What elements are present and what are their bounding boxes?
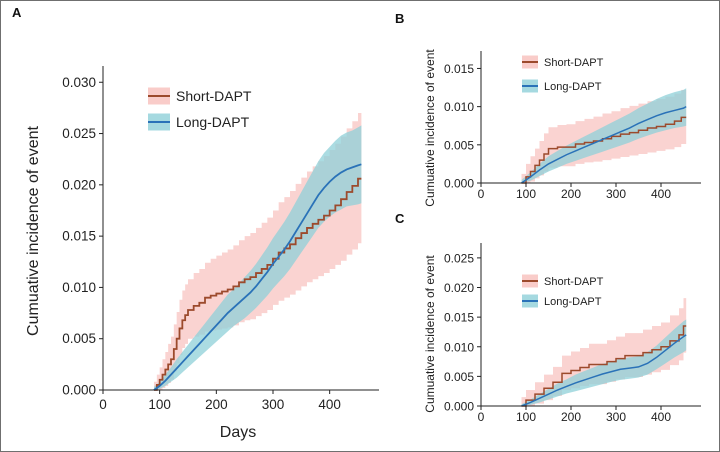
long-dapt-curve bbox=[153, 163, 362, 391]
x-tick-label: 200 bbox=[561, 410, 581, 424]
short-dapt-curve bbox=[521, 116, 687, 184]
y-tick-label: 0.005 bbox=[62, 331, 96, 346]
long-dapt-curve bbox=[521, 105, 687, 184]
y-tick-label: 0.000 bbox=[444, 177, 474, 191]
y-tick-label: 0.025 bbox=[444, 251, 474, 265]
y-tick-label: 0.020 bbox=[62, 177, 96, 192]
panel-letter-c: C bbox=[395, 211, 405, 226]
y-tick-label: 0.010 bbox=[444, 100, 474, 114]
short-dapt-legend-label: Short-DAPT bbox=[544, 57, 604, 69]
y-tick-label: 0.000 bbox=[444, 400, 474, 414]
long-dapt-curve bbox=[521, 334, 687, 407]
y-axis-label: Cumuative incidence of event bbox=[25, 126, 42, 336]
long-dapt-ci-band bbox=[154, 125, 362, 391]
x-tick-label: 300 bbox=[606, 410, 626, 424]
y-tick-label: 0.020 bbox=[444, 281, 474, 295]
y-tick-label: 0.000 bbox=[62, 383, 96, 398]
x-tick-label: 0 bbox=[478, 187, 485, 201]
panel-b: B 0 100 200 300 400 0.000 0.005 0.010 0.015 Cumuat… bbox=[395, 11, 701, 207]
y-tick-label: 0.030 bbox=[62, 75, 96, 90]
panel-a: A 0 100 200 300 400 0.000 0.005 0.010 0.015 0.020 0… bbox=[12, 5, 379, 441]
x-tick-label: 0 bbox=[99, 397, 107, 412]
panel-c: C 0 100 200 300 400 0.000 0.005 0.010 0.015 0.020 0… bbox=[395, 211, 701, 424]
y-tick-label: 0.015 bbox=[444, 311, 474, 325]
x-tick-label: 300 bbox=[262, 397, 285, 412]
x-tick-label: 400 bbox=[651, 410, 671, 424]
y-tick-label: 0.015 bbox=[62, 229, 96, 244]
long-dapt-ci-band bbox=[521, 88, 687, 183]
legend: Short-DAPT Long-DAPT bbox=[522, 274, 604, 308]
y-tick-label: 0.010 bbox=[62, 280, 96, 295]
x-tick-label: 200 bbox=[205, 397, 228, 412]
x-tick-label: 100 bbox=[516, 410, 536, 424]
short-dapt-legend-label: Short-DAPT bbox=[544, 276, 604, 288]
y-axis-label: Cumuative incidence of event bbox=[423, 255, 437, 413]
panel-letter-b: B bbox=[395, 11, 404, 26]
long-dapt-legend-label: Long-DAPT bbox=[176, 114, 250, 130]
x-tick-label: 100 bbox=[516, 187, 536, 201]
y-tick-label: 0.005 bbox=[444, 138, 474, 152]
y-tick-label: 0.025 bbox=[62, 126, 96, 141]
x-tick-label: 0 bbox=[478, 410, 485, 424]
legend: Short-DAPT Long-DAPT bbox=[148, 87, 252, 131]
y-tick-label: 0.010 bbox=[444, 340, 474, 354]
short-dapt-legend-label: Short-DAPT bbox=[176, 88, 252, 104]
long-dapt-ci-band bbox=[521, 319, 687, 406]
x-tick-label: 400 bbox=[318, 397, 341, 412]
x-tick-label: 300 bbox=[606, 187, 626, 201]
x-tick-label: 400 bbox=[651, 187, 671, 201]
panel-letter-a: A bbox=[12, 5, 22, 20]
long-dapt-legend-label: Long-DAPT bbox=[544, 81, 602, 93]
y-tick-label: 0.015 bbox=[444, 62, 474, 76]
y-axis-label: Cumuative incidence of event bbox=[423, 49, 437, 207]
x-tick-label: 200 bbox=[561, 187, 581, 201]
x-tick-label: 100 bbox=[148, 397, 171, 412]
legend: Short-DAPT Long-DAPT bbox=[522, 55, 604, 93]
short-dapt-curve bbox=[154, 177, 362, 391]
long-dapt-legend-label: Long-DAPT bbox=[544, 296, 602, 308]
short-dapt-curve bbox=[521, 325, 687, 407]
y-tick-label: 0.005 bbox=[444, 370, 474, 384]
x-axis-label: Days bbox=[220, 424, 256, 441]
